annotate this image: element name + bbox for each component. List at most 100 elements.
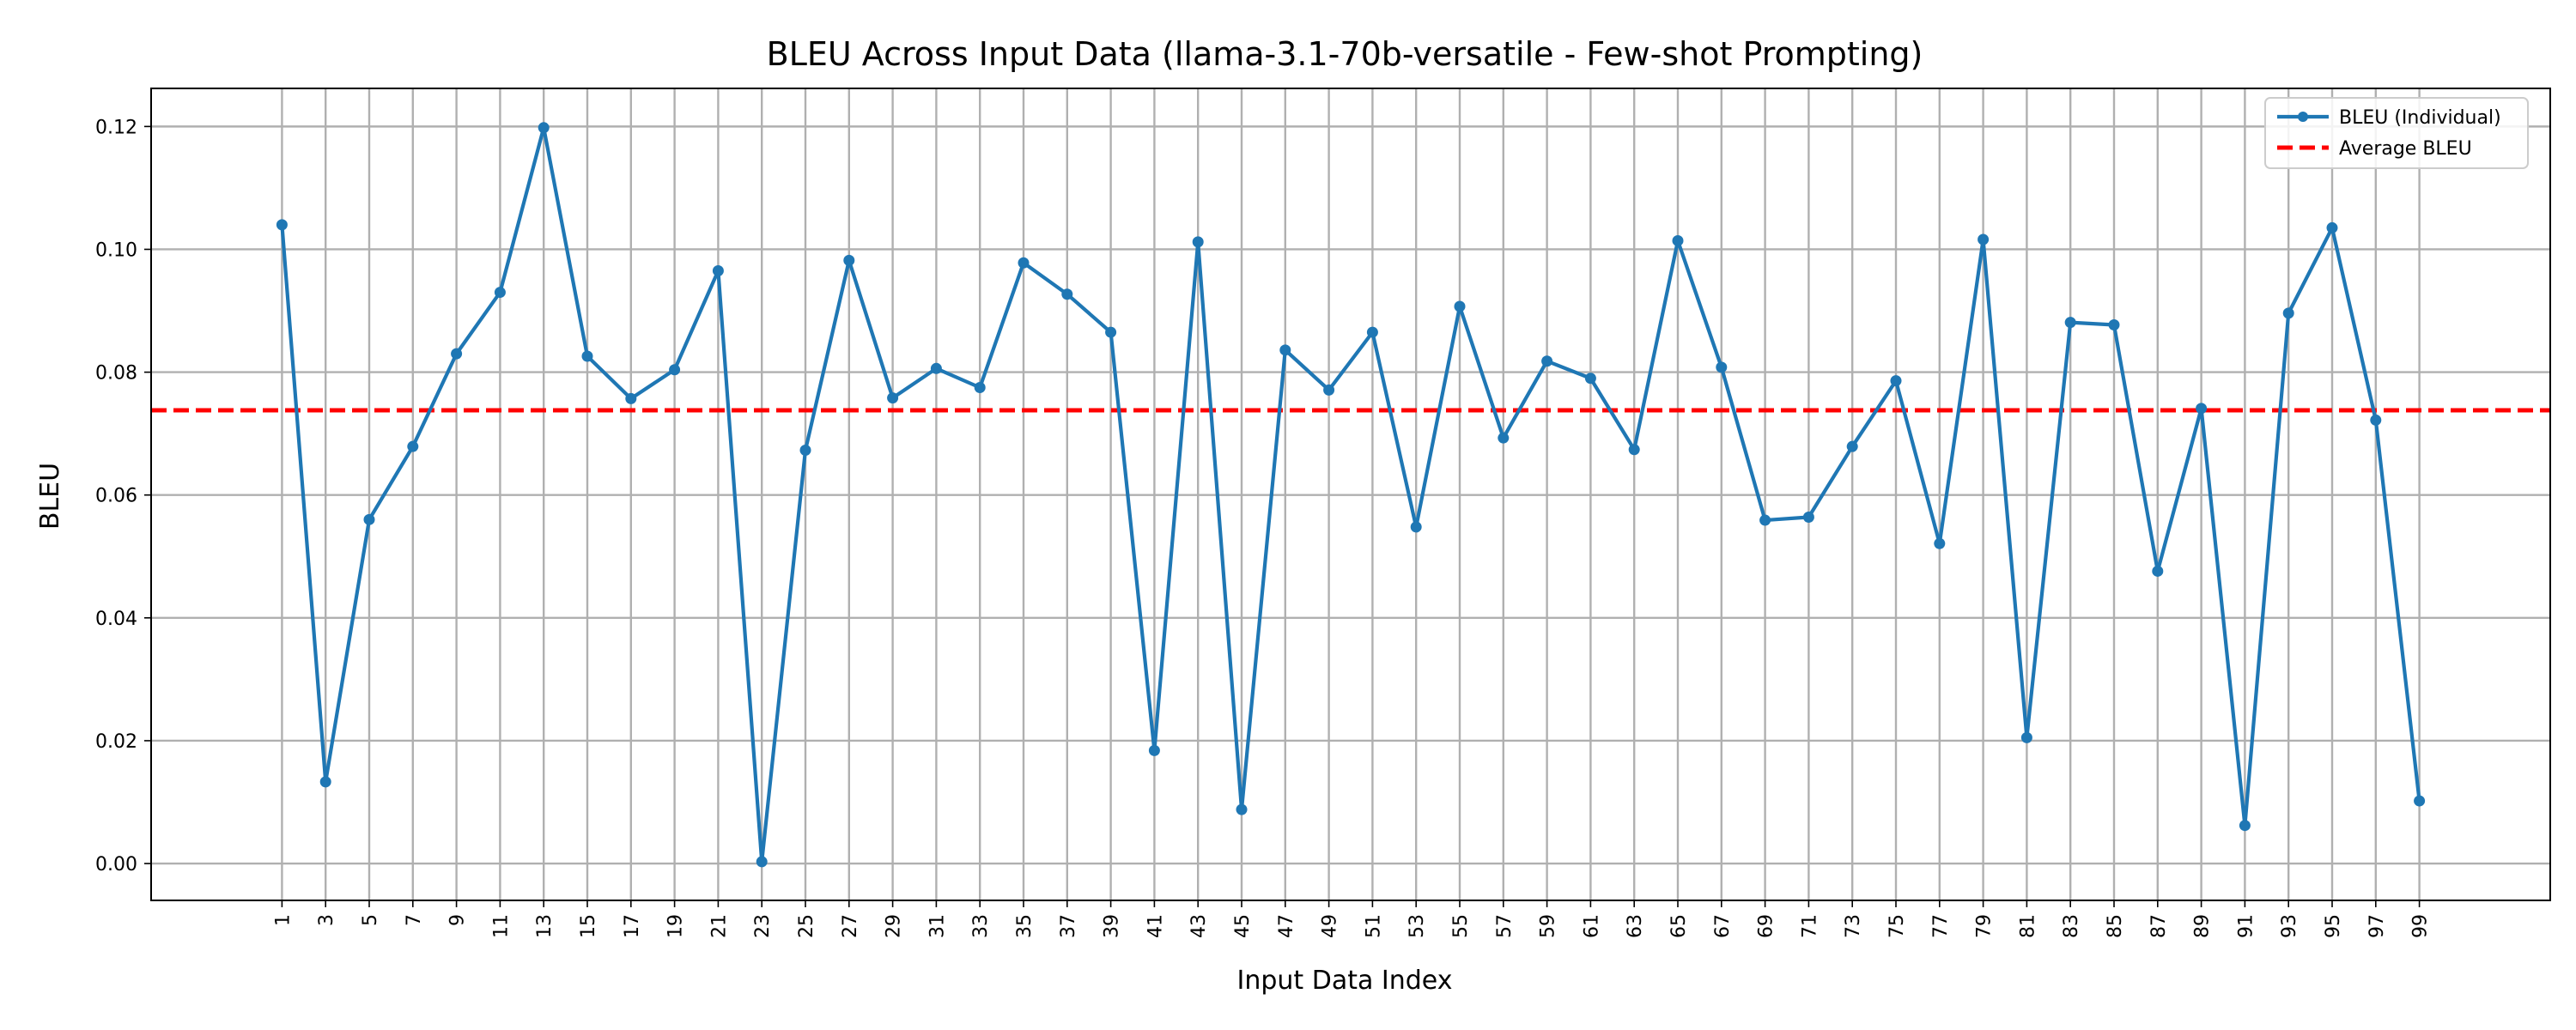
x-tick-label: 61 [1581, 914, 1602, 938]
bleu-data-point [712, 265, 724, 277]
x-tick-label: 73 [1843, 914, 1864, 938]
bleu-data-point [2020, 731, 2032, 743]
bleu-data-point [756, 856, 768, 868]
bleu-data-point [1584, 373, 1596, 385]
legend-label-individual: BLEU (Individual) [2339, 107, 2501, 129]
bleu-data-point [1410, 521, 1422, 533]
bleu-data-point [625, 392, 637, 404]
x-tick-label: 65 [1668, 914, 1690, 938]
x-tick-label: 37 [1058, 914, 1079, 938]
x-tick-label: 75 [1886, 914, 1908, 938]
y-tick-label: 0.04 [95, 609, 137, 630]
bleu-data-point [1890, 375, 1902, 387]
y-tick-label: 0.06 [95, 486, 137, 507]
x-tick-label: 25 [796, 914, 817, 938]
y-tick-label: 0.08 [95, 363, 137, 385]
x-tick-label: 21 [708, 914, 730, 938]
x-tick-label: 47 [1276, 914, 1297, 938]
x-tick-label: 3 [316, 914, 337, 926]
x-tick-label: 59 [1538, 914, 1559, 938]
bleu-data-point [2108, 318, 2120, 330]
x-tick-label: 67 [1712, 914, 1734, 938]
y-tick-label: 0.02 [95, 731, 137, 753]
bleu-data-point [2282, 307, 2294, 319]
bleu-data-point [1454, 300, 1466, 312]
x-tick-label: 1 [272, 914, 294, 926]
y-ticks: 0.00 0.02 0.04 0.06 0.08 0.10 0.12 [95, 117, 151, 876]
x-tick-label: 91 [2235, 914, 2257, 938]
bleu-data-point [1802, 511, 1814, 523]
legend-label-average: Average BLEU [2339, 138, 2472, 160]
x-tick-label: 45 [1232, 914, 1254, 938]
bleu-data-point [1279, 344, 1291, 356]
bleu-data-point [1759, 514, 1771, 526]
x-tick-label: 31 [927, 914, 948, 938]
x-tick-label: 33 [970, 914, 992, 938]
x-tick-label: 99 [2410, 914, 2432, 938]
bleu-data-point [887, 392, 899, 404]
x-tick-label: 85 [2105, 914, 2126, 938]
x-tick-label: 27 [840, 914, 861, 938]
bleu-data-point [669, 364, 681, 376]
x-tick-label: 77 [1930, 914, 1952, 938]
bleu-data-point [494, 287, 506, 299]
bleu-data-point [1628, 444, 1640, 456]
x-tick-label: 41 [1145, 914, 1166, 938]
bleu-data-point [1366, 326, 1378, 338]
x-tick-label: 11 [490, 914, 512, 938]
x-tick-label: 29 [884, 914, 905, 938]
grid-lines [151, 88, 2550, 900]
bleu-data-point [2239, 820, 2251, 832]
x-tick-label: 43 [1188, 914, 1210, 938]
y-tick-label: 0.10 [95, 239, 137, 261]
bleu-data-point [319, 776, 331, 788]
bleu-data-point [1846, 440, 1858, 452]
bleu-individual-line [280, 125, 2421, 864]
bleu-data-point [1148, 744, 1160, 756]
bleu-data-point [407, 440, 419, 452]
x-tick-label: 17 [622, 914, 643, 938]
x-tick-label: 89 [2192, 914, 2214, 938]
bleu-data-point [2326, 221, 2338, 233]
x-ticks: 1 3 5 7 9 11 13 15 17 19 21 23 25 27 29 31 33 35 37 39 41 43 4… [272, 900, 2432, 938]
bleu-data-point [2064, 317, 2076, 329]
legend-box [2264, 97, 2529, 169]
x-tick-label: 55 [1450, 914, 1472, 938]
x-tick-label: 97 [2366, 914, 2388, 938]
x-tick-label: 5 [360, 914, 381, 926]
x-tick-label: 53 [1406, 914, 1428, 938]
bleu-data-point [1061, 288, 1073, 300]
x-tick-label: 95 [2323, 914, 2344, 938]
x-tick-label: 39 [1102, 914, 1123, 938]
x-tick-label: 49 [1320, 914, 1341, 938]
bleu-data-point [276, 219, 288, 231]
x-tick-label: 81 [2017, 914, 2038, 938]
bleu-data-point [1105, 326, 1117, 338]
x-tick-label: 57 [1494, 914, 1516, 938]
x-tick-label: 79 [1974, 914, 1996, 938]
y-tick-label: 0.00 [95, 854, 137, 876]
x-tick-label: 23 [752, 914, 774, 938]
bleu-data-point [1672, 234, 1684, 246]
bleu-data-point [1541, 355, 1553, 367]
x-tick-label: 9 [447, 914, 469, 926]
bleu-data-point [1716, 361, 1728, 373]
bleu-data-point [2196, 403, 2208, 415]
bleu-data-point [1018, 257, 1030, 269]
legend-marker-individual [2298, 112, 2308, 122]
x-tick-label: 7 [404, 914, 425, 926]
bleu-data-point [1498, 432, 1510, 444]
bleu-data-point [363, 513, 375, 525]
x-tick-label: 71 [1799, 914, 1820, 938]
bleu-data-point [1323, 384, 1335, 396]
y-axis-label: BLEU [35, 463, 65, 530]
x-tick-label: 51 [1363, 914, 1384, 938]
bleu-data-point [799, 444, 811, 456]
bleu-data-point [1192, 236, 1204, 248]
x-tick-label: 63 [1625, 914, 1646, 938]
x-tick-label: 83 [2061, 914, 2082, 938]
x-tick-label: 13 [534, 914, 556, 938]
bleu-data-point [930, 362, 942, 374]
bleu-data-point [581, 350, 593, 362]
